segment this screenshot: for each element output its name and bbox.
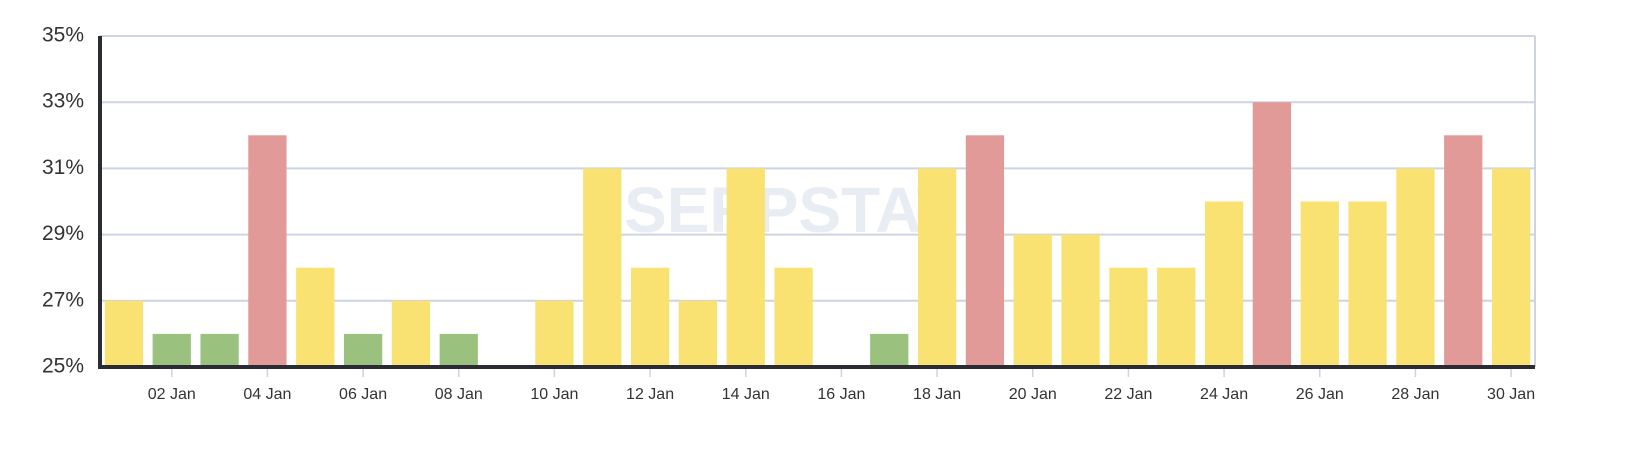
bar (391, 300, 431, 367)
watermark: SERPSTAT (624, 174, 956, 246)
y-tick-label: 29% (42, 222, 84, 245)
bar (1109, 267, 1148, 367)
x-tick-label: 20 Jan (1009, 386, 1057, 403)
x-tick-label: 04 Jan (243, 386, 291, 403)
bar (1348, 201, 1387, 367)
x-tick-label: 26 Jan (1296, 386, 1344, 403)
y-tick-label: 35% (42, 24, 84, 47)
bar (1204, 201, 1244, 367)
bar (630, 267, 670, 367)
x-tick-label: 16 Jan (817, 386, 865, 403)
bar (917, 168, 957, 367)
bar (296, 267, 335, 367)
bar (343, 333, 383, 367)
x-tick-label: 12 Jan (626, 386, 674, 403)
x-tick-label: 08 Jan (435, 386, 483, 403)
bar (248, 135, 287, 367)
x-tick-label: 06 Jan (339, 386, 387, 403)
y-tick-label: 33% (42, 90, 84, 113)
bar (1013, 234, 1052, 367)
x-tick-label: 10 Jan (530, 386, 578, 403)
bar (1061, 234, 1100, 367)
bar (104, 300, 144, 367)
x-tick-label: 24 Jan (1200, 386, 1248, 403)
bar (1396, 168, 1435, 367)
bar (1157, 267, 1196, 367)
bar (439, 333, 478, 367)
x-tick-label: 28 Jan (1391, 386, 1439, 403)
bar (1491, 168, 1531, 367)
bar (1444, 135, 1483, 367)
bar (1252, 102, 1292, 367)
bar (583, 168, 622, 367)
bar (535, 300, 574, 367)
x-tick-label: 18 Jan (913, 386, 961, 403)
bar (965, 135, 1005, 367)
y-tick-label: 25% (42, 355, 84, 378)
bar (200, 333, 239, 367)
bar (726, 168, 765, 367)
bar (870, 333, 909, 367)
x-tick-label: 14 Jan (722, 386, 770, 403)
bar (774, 267, 813, 367)
bar (152, 333, 191, 367)
x-tick-label: 22 Jan (1104, 386, 1152, 403)
x-tick-label: 30 Jan (1487, 386, 1535, 403)
bar (1300, 201, 1339, 367)
y-tick-label: 31% (42, 156, 84, 179)
x-tick-label: 02 Jan (148, 386, 196, 403)
y-tick-label: 27% (42, 288, 84, 311)
bar (678, 300, 718, 367)
